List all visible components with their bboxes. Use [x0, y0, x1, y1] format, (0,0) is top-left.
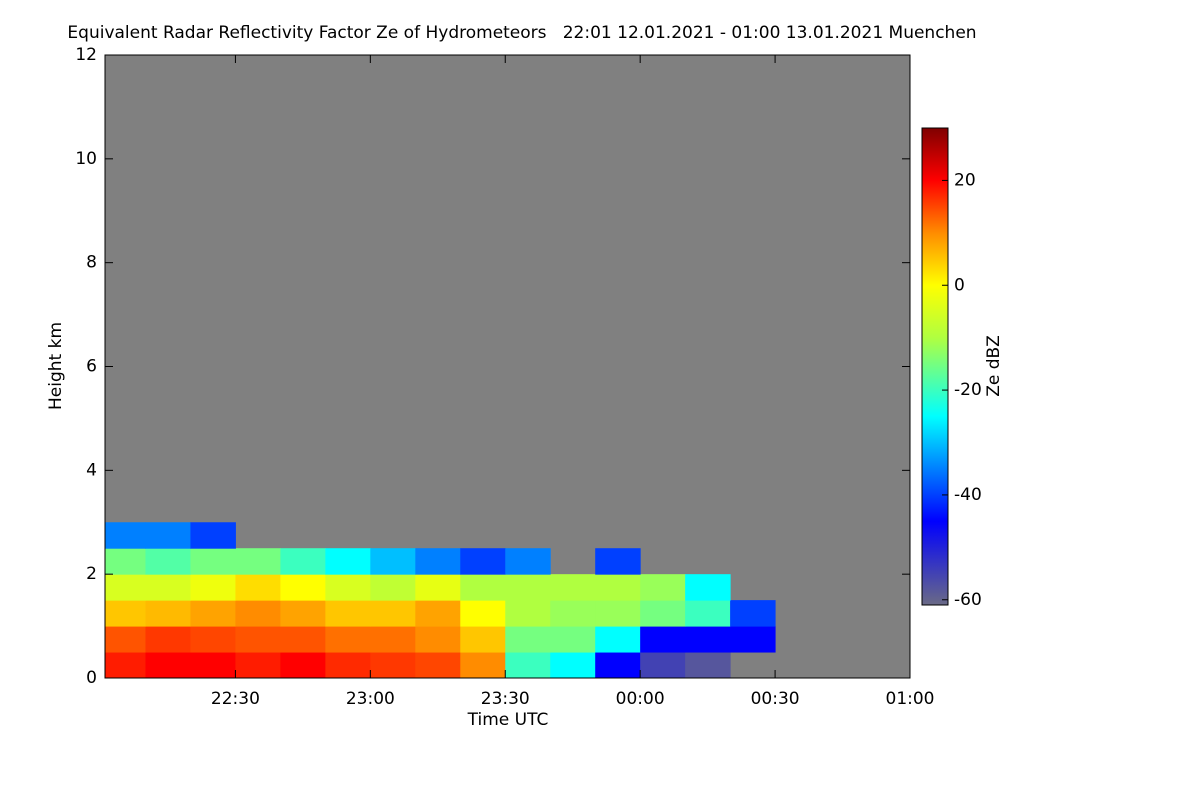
heat-cell	[595, 574, 641, 601]
heat-cell	[640, 574, 686, 601]
heat-cell	[105, 522, 146, 549]
y-tick-label: 6	[86, 357, 97, 377]
colorbar-label: Ze dBZ	[984, 335, 1004, 397]
heat-cell	[730, 626, 776, 653]
y-axis-label: Height km	[46, 322, 66, 410]
x-tick-label: 22:30	[211, 689, 260, 709]
heat-cell	[325, 652, 371, 679]
heat-cell	[415, 574, 461, 601]
heat-cell	[325, 574, 371, 601]
heat-cell	[145, 600, 191, 627]
heat-cell	[550, 626, 596, 653]
chart-title: Equivalent Radar Reflectivity Factor Ze …	[67, 23, 976, 43]
heat-cell	[105, 652, 146, 679]
heat-cell	[550, 652, 596, 679]
heat-cell	[145, 548, 191, 575]
colorbar-tick-label: -40	[954, 485, 982, 505]
heat-cell	[595, 600, 641, 627]
heat-cell	[550, 574, 596, 601]
heat-cell	[280, 574, 326, 601]
heat-cell	[190, 522, 236, 549]
heat-cell	[280, 626, 326, 653]
y-tick-label: 4	[86, 460, 97, 480]
heat-cell	[280, 600, 326, 627]
heat-cell	[235, 548, 281, 575]
heat-cell	[505, 548, 551, 575]
heat-cell	[460, 574, 506, 601]
heat-cell	[325, 626, 371, 653]
heat-cell	[190, 652, 236, 679]
heat-cell	[235, 600, 281, 627]
x-axis-label: Time UTC	[467, 710, 549, 730]
heat-cell	[325, 548, 371, 575]
heat-cell	[105, 574, 146, 601]
heat-cell	[460, 626, 506, 653]
heat-cell	[370, 652, 416, 679]
heat-cell	[235, 574, 281, 601]
x-tick-label: 00:30	[751, 689, 800, 709]
heat-cell	[370, 574, 416, 601]
x-tick-label: 00:00	[616, 689, 665, 709]
y-tick-label: 2	[86, 564, 97, 584]
heat-cell	[235, 626, 281, 653]
heat-cell	[640, 626, 686, 653]
heat-cell	[190, 600, 236, 627]
heat-cell	[145, 522, 191, 549]
heat-cell	[415, 626, 461, 653]
heat-cell	[460, 600, 506, 627]
heat-cell	[105, 600, 146, 627]
x-tick-label: 01:00	[886, 689, 935, 709]
heat-cell	[190, 548, 236, 575]
heat-cell	[460, 652, 506, 679]
heat-cell	[370, 548, 416, 575]
heat-cell	[685, 626, 731, 653]
x-tick-label: 23:00	[346, 689, 395, 709]
heat-cell	[415, 652, 461, 679]
heat-cell	[730, 600, 776, 627]
heat-cell	[190, 574, 236, 601]
heat-cell	[415, 548, 461, 575]
heat-cell	[280, 548, 326, 575]
heat-cell	[145, 652, 191, 679]
heat-cell	[505, 652, 551, 679]
heat-cell	[550, 600, 596, 627]
heat-cell	[685, 652, 731, 679]
heat-cell	[370, 600, 416, 627]
colorbar-tick-label: 0	[954, 275, 965, 295]
colorbar-tick-label: -20	[954, 380, 982, 400]
heat-cell	[505, 626, 551, 653]
heat-cell	[105, 626, 146, 653]
x-tick-label: 23:30	[481, 689, 530, 709]
heat-cell	[190, 626, 236, 653]
heat-cell	[145, 574, 191, 601]
colorbar-tick-label: -60	[954, 590, 982, 610]
y-tick-label: 12	[75, 45, 97, 65]
heat-cell	[370, 626, 416, 653]
heat-cell	[685, 574, 731, 601]
y-tick-label: 8	[86, 253, 97, 273]
y-tick-label: 10	[75, 149, 97, 169]
colorbar	[921, 127, 949, 606]
colorbar-tick-label: 20	[954, 170, 976, 190]
heat-cell	[640, 652, 686, 679]
heat-cell	[595, 652, 641, 679]
heat-cell	[685, 600, 731, 627]
y-tick-label: 0	[86, 668, 97, 688]
heat-cell	[460, 548, 506, 575]
heat-cell	[415, 600, 461, 627]
heat-cell	[325, 600, 371, 627]
heat-cell	[595, 626, 641, 653]
heat-cell	[145, 626, 191, 653]
heat-cell	[280, 652, 326, 679]
heat-cell	[595, 548, 641, 575]
heat-cell	[640, 600, 686, 627]
heat-cell	[235, 652, 281, 679]
heat-cell	[505, 574, 551, 601]
heat-cell	[105, 548, 146, 575]
heat-cell	[505, 600, 551, 627]
